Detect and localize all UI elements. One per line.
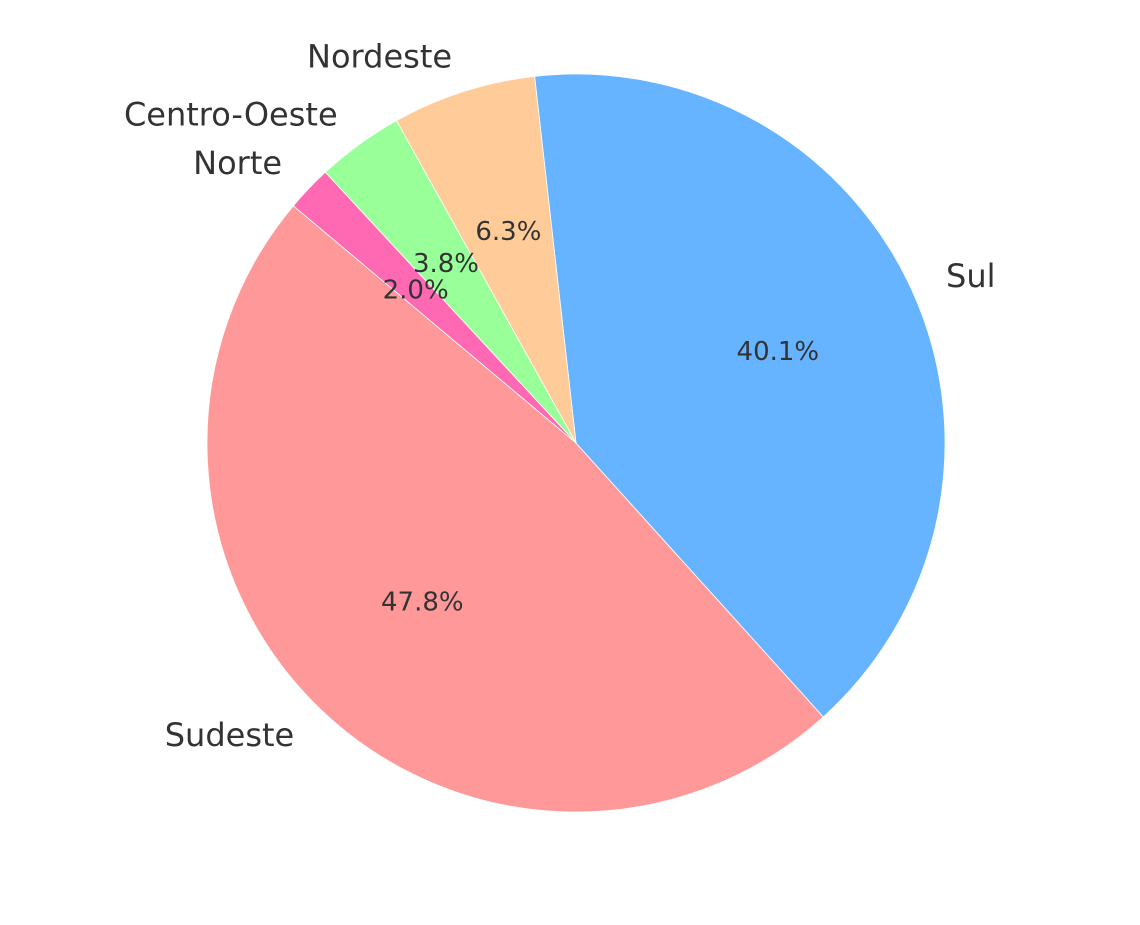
slice-percent-norte: 2.0% <box>383 275 449 305</box>
slice-label-sul: Sul <box>946 257 995 295</box>
slice-percent-sudeste: 47.8% <box>381 587 464 617</box>
slices-layer <box>206 73 946 813</box>
labels-layer: Sudeste 47.8% Sul 40.1% Nordeste 6.3% Centro-O… <box>124 37 996 754</box>
slice-label-centro-oeste: Centro-Oeste <box>124 95 338 133</box>
pie-slice-nordeste <box>395 75 577 444</box>
slice-percent-nordeste: 6.3% <box>475 217 541 247</box>
pie-slice-norte <box>292 171 577 444</box>
slice-label-norte: Norte <box>193 144 282 182</box>
slice-percent-centro-oeste: 3.8% <box>413 249 479 279</box>
slice-percent-sul: 40.1% <box>737 337 820 367</box>
slice-label-sudeste: Sudeste <box>165 716 295 754</box>
pie-slice-sudeste <box>206 205 824 813</box>
slice-label-nordeste: Nordeste <box>307 37 452 75</box>
pie-slice-sul <box>534 73 946 718</box>
